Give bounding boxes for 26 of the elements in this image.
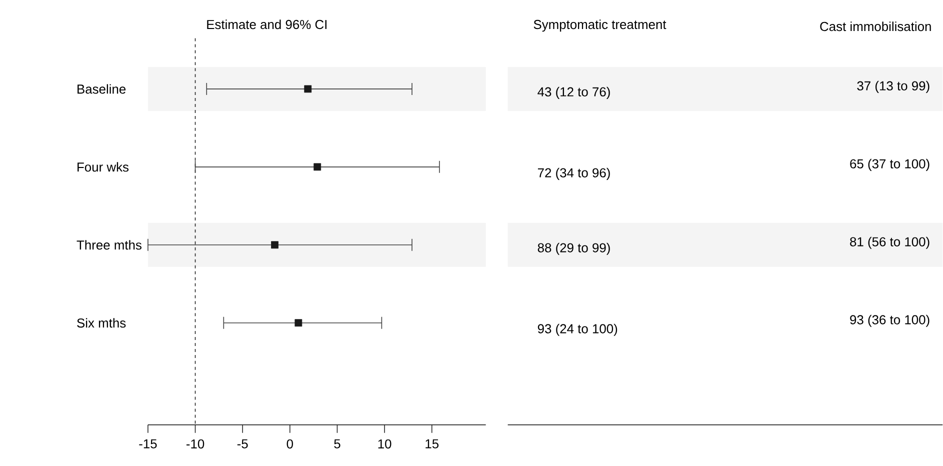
text: 43 (12 to 76) — [538, 87, 610, 100]
text: Cast immobilisation — [820, 22, 931, 32]
point — [304, 85, 312, 93]
text: 81 (56 to 100) — [850, 236, 930, 250]
x-tick-label: 15 — [426, 439, 439, 448]
text: Symptomatic treatment — [534, 20, 666, 32]
y-tick-label: Three mths — [76, 240, 142, 250]
x-tick-label: 0 — [286, 439, 293, 449]
x-tick-label: -5 — [237, 439, 248, 448]
point — [294, 319, 302, 327]
text: 93 (24 to 100) — [538, 324, 618, 336]
y-tick-label: Baseline — [78, 84, 126, 94]
text: 37 (13 to 99) — [857, 81, 930, 94]
x-tick-label: -10 — [186, 439, 204, 449]
x-tick-label: 5 — [334, 439, 340, 448]
text: 88 (29 to 99) — [538, 242, 610, 256]
y-tick-label: Four wks — [78, 162, 129, 172]
y-tick-label: Six mths — [77, 318, 126, 328]
text: 72 (34 to 96) — [538, 168, 610, 180]
x-tick-label: 10 — [378, 439, 392, 449]
x-tick-label: -15 — [139, 439, 157, 448]
x-axis-title: Estimate and 96% CI — [207, 20, 326, 30]
text: 65 (37 to 100) — [850, 158, 930, 172]
point — [314, 163, 322, 171]
text: 93 (36 to 100) — [850, 314, 930, 327]
point — [271, 241, 278, 249]
